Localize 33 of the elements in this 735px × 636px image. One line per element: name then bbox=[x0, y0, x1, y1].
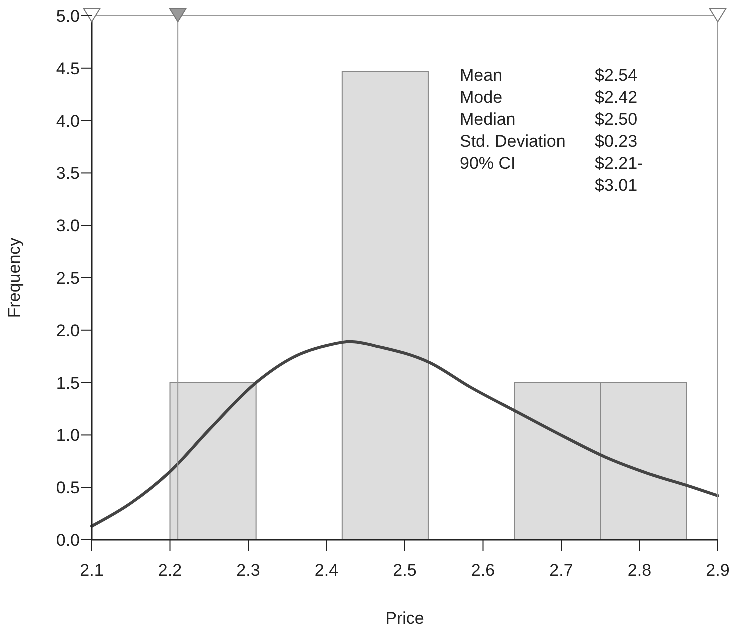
y-tick-label: 2.5 bbox=[56, 268, 80, 288]
annotation: $0.23 bbox=[595, 132, 638, 151]
x-tick-label: 2.9 bbox=[706, 561, 730, 580]
y-tick-label: 0.5 bbox=[56, 478, 80, 498]
annotation: Mode bbox=[460, 88, 503, 107]
annotation: $2.50 bbox=[595, 110, 638, 129]
annotation: $2.42 bbox=[595, 88, 638, 107]
annotation: Median bbox=[460, 110, 516, 129]
x-tick-label: 2.4 bbox=[314, 561, 339, 580]
y-axis-title: Frequency bbox=[5, 237, 24, 318]
line-series bbox=[90, 340, 720, 528]
y-tick-label: 5.0 bbox=[56, 6, 80, 26]
annotation: $2.21- $3.01 bbox=[595, 154, 644, 195]
x-tick-label: 2.2 bbox=[158, 561, 182, 580]
x-tick-label: 2.5 bbox=[393, 561, 417, 580]
annotation: 90% CI bbox=[460, 154, 516, 173]
annotation: Mean bbox=[460, 66, 503, 85]
x-tick-label: 2.6 bbox=[471, 561, 496, 580]
y-tick-label: 3.5 bbox=[56, 164, 80, 184]
x-tick-label: 2.3 bbox=[236, 561, 260, 580]
y-tick-label: 0.0 bbox=[56, 530, 80, 550]
x-tick-label: 2.7 bbox=[550, 561, 574, 580]
y-tick-label: 1.5 bbox=[56, 374, 80, 393]
annotation: $2.54 bbox=[595, 66, 638, 85]
y-tick-label: 4.5 bbox=[56, 59, 80, 78]
x-axis-title: Price bbox=[386, 609, 424, 628]
y-tick-label: 2.0 bbox=[56, 321, 80, 340]
y-tick-label: 3.0 bbox=[56, 216, 80, 236]
x-tick-label: 2.1 bbox=[80, 561, 104, 580]
annotation: Std. Deviation bbox=[460, 132, 566, 151]
y-tick-label: 1.0 bbox=[56, 426, 80, 446]
y-tick-label: 4.0 bbox=[56, 112, 80, 131]
x-tick-label: 2.8 bbox=[628, 561, 652, 580]
